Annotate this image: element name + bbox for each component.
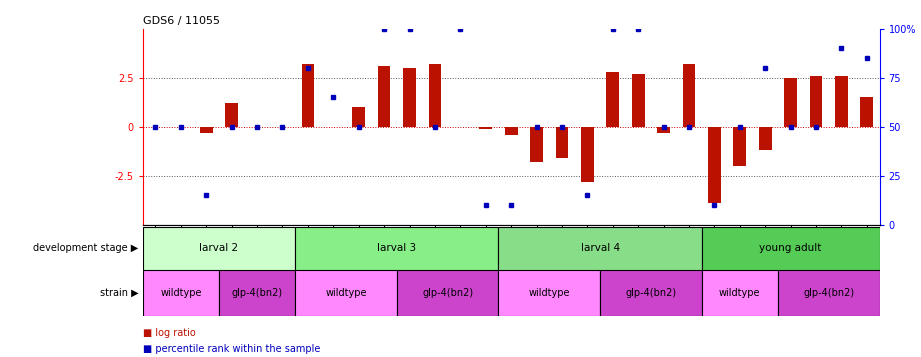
Bar	[480, 127, 492, 129]
Bar	[860, 97, 873, 127]
Bar	[353, 107, 365, 127]
Bar	[530, 127, 542, 162]
Text: larval 4: larval 4	[580, 243, 620, 253]
Text: glp-4(bn2): glp-4(bn2)	[231, 288, 283, 298]
Text: wildtype: wildtype	[719, 288, 761, 298]
Text: wildtype: wildtype	[325, 288, 367, 298]
Bar	[296, 270, 397, 316]
Bar	[785, 78, 797, 127]
Bar	[658, 127, 670, 133]
Bar	[708, 127, 721, 203]
Bar	[555, 127, 568, 158]
Bar	[682, 64, 695, 127]
Bar	[733, 127, 746, 166]
Bar	[296, 227, 498, 270]
Text: strain ▶: strain ▶	[99, 288, 138, 298]
Bar	[702, 227, 880, 270]
Text: glp-4(bn2): glp-4(bn2)	[803, 288, 855, 298]
Text: development stage ▶: development stage ▶	[33, 243, 138, 253]
Text: glp-4(bn2): glp-4(bn2)	[625, 288, 676, 298]
Text: young adult: young adult	[760, 243, 822, 253]
Bar	[810, 76, 822, 127]
Text: larval 3: larval 3	[378, 243, 416, 253]
Text: GDS6 / 11055: GDS6 / 11055	[143, 16, 220, 26]
Bar	[606, 72, 619, 127]
Bar	[378, 66, 391, 127]
Bar	[498, 227, 702, 270]
Bar	[143, 270, 219, 316]
Text: glp-4(bn2): glp-4(bn2)	[422, 288, 473, 298]
Text: wildtype: wildtype	[160, 288, 202, 298]
Bar	[505, 127, 518, 135]
Bar	[403, 68, 416, 127]
Text: ■ log ratio: ■ log ratio	[143, 328, 195, 338]
Text: larval 2: larval 2	[200, 243, 239, 253]
Bar	[219, 270, 296, 316]
Bar	[600, 270, 702, 316]
Bar	[581, 127, 594, 182]
Bar	[778, 270, 880, 316]
Bar	[835, 76, 848, 127]
Bar	[397, 270, 498, 316]
Bar	[143, 227, 296, 270]
Text: wildtype: wildtype	[529, 288, 570, 298]
Bar	[632, 74, 645, 127]
Bar	[226, 103, 238, 127]
Bar	[301, 64, 314, 127]
Bar	[428, 64, 441, 127]
Bar	[759, 127, 772, 150]
Text: ■ percentile rank within the sample: ■ percentile rank within the sample	[143, 344, 321, 354]
Bar	[498, 270, 600, 316]
Bar	[200, 127, 213, 133]
Bar	[702, 270, 778, 316]
